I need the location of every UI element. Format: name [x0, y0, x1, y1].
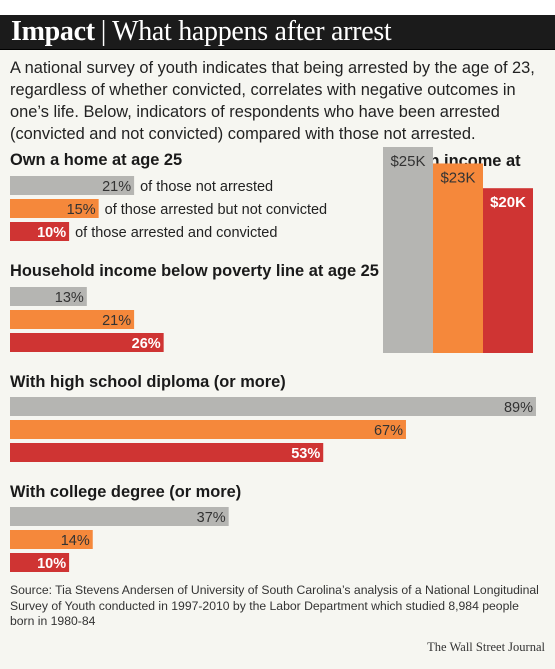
college-bar-1 — [10, 507, 229, 526]
credit-line: The Wall Street Journal — [427, 640, 545, 654]
own-home-series-name-3: of those arrested and convicted — [75, 225, 277, 241]
chart-title-own-home: Own a home at age 25 — [10, 151, 183, 169]
high-school-bar-1 — [10, 397, 536, 416]
own-home-value-label-1: 21% — [102, 179, 131, 195]
poverty-value-label-3: 26% — [132, 336, 161, 352]
median-income-bar-2 — [433, 163, 483, 353]
poverty-bar-1 — [10, 287, 87, 306]
own-home-series-name-2: of those arrested but not convicted — [105, 202, 327, 218]
high-school-bar-3 — [10, 443, 324, 462]
high-school-value-label-2: 67% — [374, 423, 403, 439]
median-income-value-label-3: $20K — [490, 194, 526, 211]
median-income-bar-1 — [383, 147, 433, 353]
median-income-value-label-2: $23K — [440, 169, 475, 186]
poverty-bar-2 — [10, 310, 135, 329]
high-school-value-label-1: 89% — [504, 400, 533, 416]
median-income-value-label-1: $25K — [390, 153, 425, 170]
high-school-bar-2 — [10, 420, 406, 439]
own-home-bar-3 — [10, 222, 70, 241]
page-title: Impact | What happens after arrest — [11, 16, 392, 48]
chart-title-high-school: With high school diploma (or more) — [10, 373, 286, 391]
poverty-value-label-2: 21% — [102, 313, 131, 329]
own-home-value-label-2: 15% — [67, 202, 96, 218]
poverty-value-label-1: 13% — [55, 290, 84, 306]
intro-text: A national survey of youth indicates tha… — [10, 59, 535, 143]
college-value-label-3: 10% — [37, 556, 66, 572]
title-rest: What happens after arrest — [112, 16, 392, 47]
college-bar-3 — [10, 553, 70, 572]
chart-title-college: With college degree (or more) — [10, 483, 242, 501]
college-value-label-1: 37% — [197, 510, 226, 526]
title-bar — [0, 15, 555, 50]
poverty-bar-3 — [10, 333, 164, 352]
source-note: Source: Tia Stevens Andersen of Universi… — [10, 583, 539, 628]
title-separator: | — [100, 16, 107, 47]
title-bold: Impact — [11, 16, 95, 47]
median-income-bar-3 — [483, 188, 533, 353]
high-school-value-label-3: 53% — [291, 446, 320, 462]
own-home-value-label-3: 10% — [37, 225, 66, 241]
college-bar-2 — [10, 530, 93, 549]
college-value-label-2: 14% — [61, 533, 90, 549]
chart-title-poverty: Household income below poverty line at a… — [10, 262, 379, 280]
own-home-bar-2 — [10, 199, 99, 218]
own-home-series-name-1: of those not arrested — [140, 179, 273, 195]
own-home-bar-1 — [10, 176, 135, 195]
